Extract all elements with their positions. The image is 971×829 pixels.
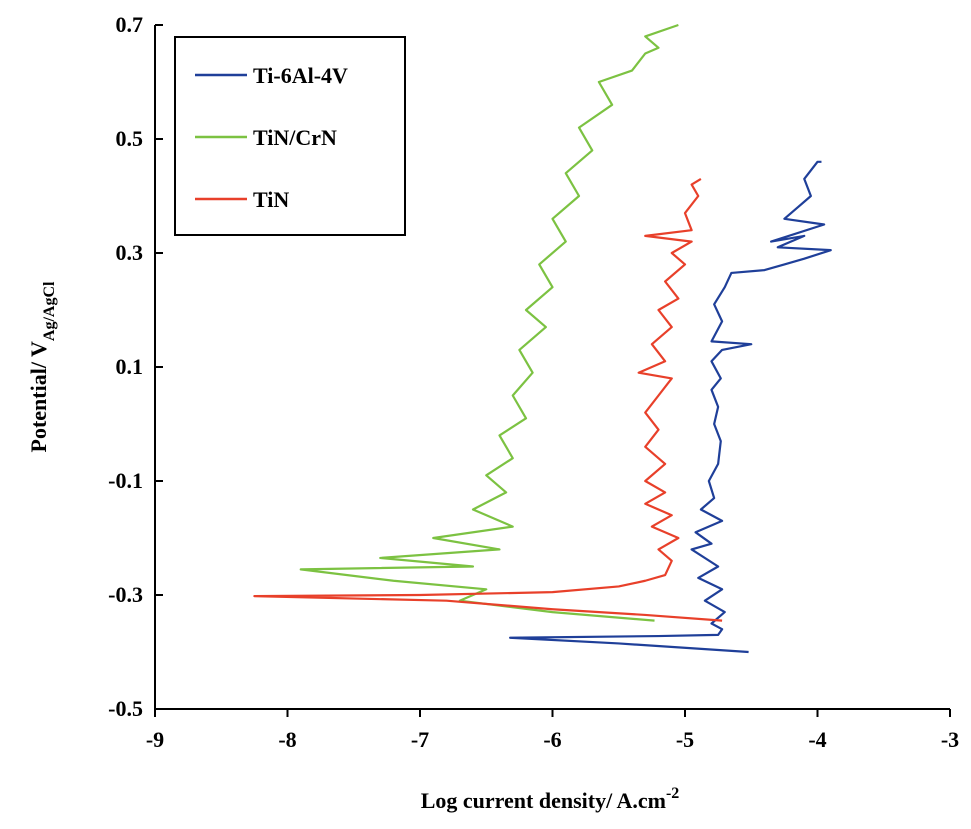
series-line: [509, 160, 832, 654]
series-line: [253, 177, 723, 622]
x-tick-label: -4: [808, 727, 826, 752]
x-tick-label: -3: [941, 727, 959, 752]
y-tick-label: 0.7: [116, 12, 144, 37]
y-tick-label: 0.3: [116, 240, 144, 265]
y-axis-label-text: Potential/ V: [26, 341, 51, 453]
y-tick-label: 0.1: [116, 354, 144, 379]
x-axis-label-sup: -2: [666, 785, 679, 802]
y-axis-label: Potential/ VAg/AgCl: [26, 281, 58, 453]
legend-label: Ti-6Al-4V: [253, 63, 348, 88]
x-tick-label: -9: [146, 727, 164, 752]
x-tick-label: -7: [411, 727, 429, 752]
legend-label: TiN/CrN: [253, 125, 337, 150]
x-tick-label: -6: [543, 727, 561, 752]
y-tick-label: -0.5: [108, 696, 143, 721]
legend-label: TiN: [253, 187, 289, 212]
x-axis-label-text: Log current density/ A.cm: [421, 788, 666, 813]
y-tick-label: -0.1: [108, 468, 143, 493]
series-line: [299, 23, 679, 622]
x-tick-label: -5: [676, 727, 694, 752]
x-axis-label: Log current density/ A.cm-2: [421, 785, 680, 813]
y-tick-label: -0.3: [108, 582, 143, 607]
x-tick-label: -8: [278, 727, 296, 752]
y-axis-label-sub: Ag/AgCl: [41, 281, 58, 341]
y-tick-label: 0.5: [116, 126, 144, 151]
